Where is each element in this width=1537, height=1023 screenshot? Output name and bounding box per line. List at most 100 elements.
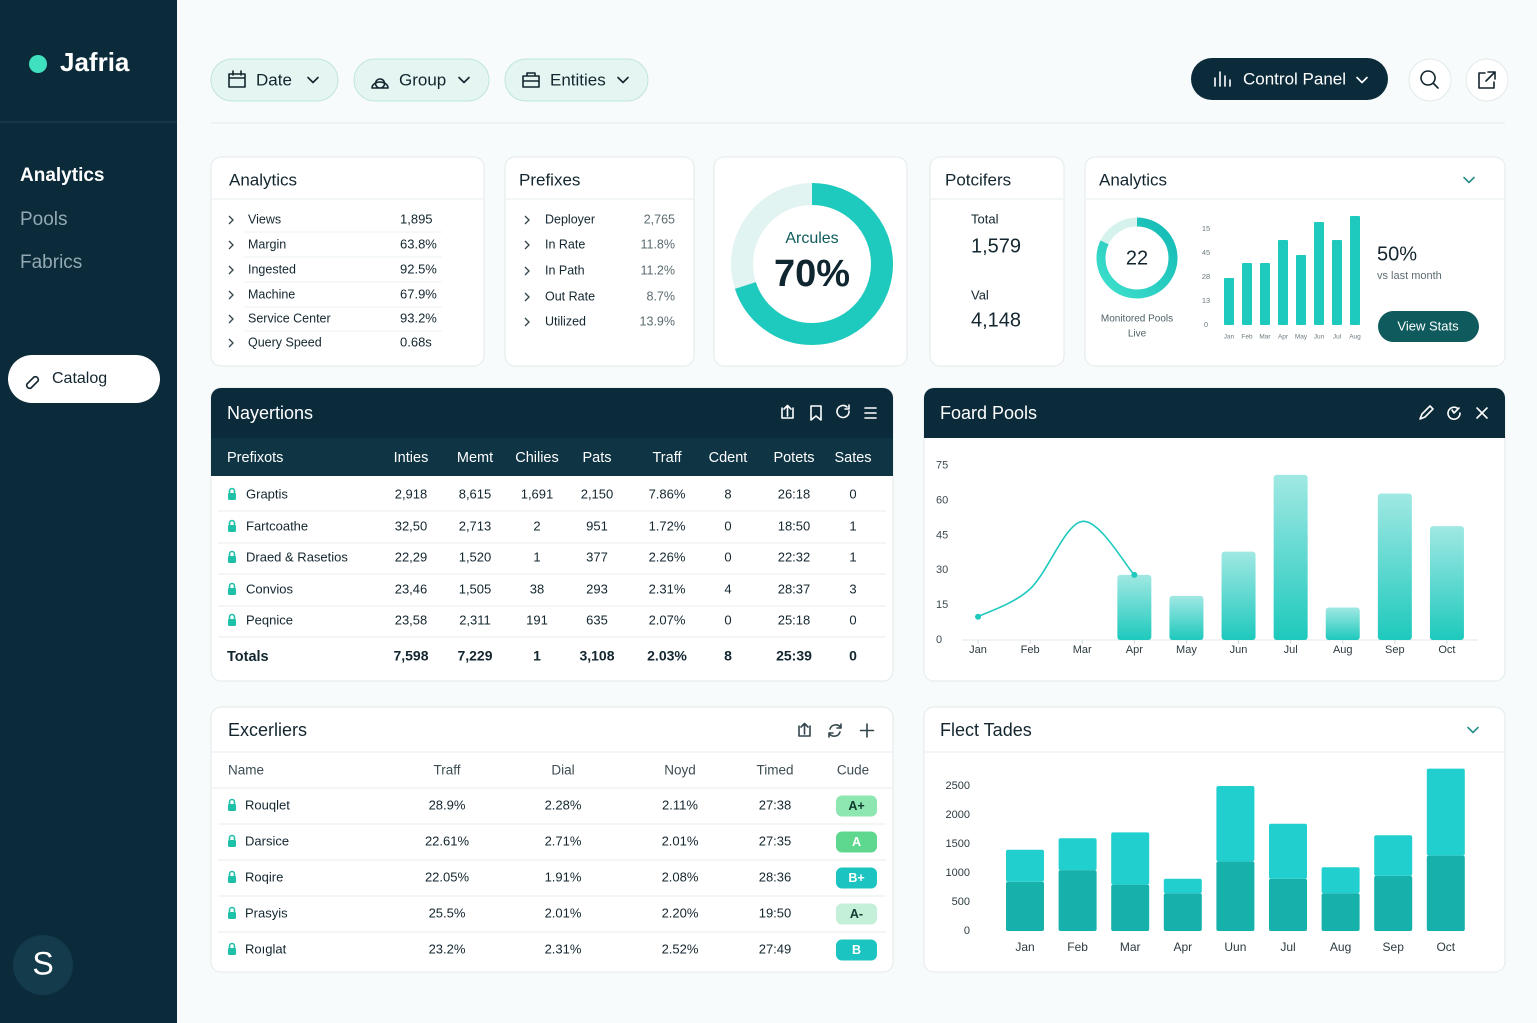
- totals-cell: 8: [724, 648, 732, 664]
- chevron-icon: [524, 240, 530, 250]
- ring-arc: [1096, 217, 1178, 299]
- bar-segment: [1111, 832, 1150, 885]
- bar-segment: [1269, 823, 1307, 879]
- filter-button[interactable]: [210, 58, 339, 102]
- table-cell: 2.52%: [662, 941, 699, 956]
- x-tick-label: Oct: [1438, 644, 1455, 656]
- x-tick-label: Jul: [1333, 334, 1342, 341]
- column-header: Pats: [582, 450, 611, 466]
- table-cell: 0: [724, 612, 731, 627]
- table-cell: 23,58: [395, 612, 428, 627]
- x-tick-label: Uun: [1224, 940, 1246, 954]
- filter-label[interactable]: Entities: [550, 70, 606, 89]
- column-header: Sates: [834, 450, 871, 466]
- view-stats-button[interactable]: [1378, 311, 1479, 342]
- chevron-icon: [524, 266, 530, 276]
- stat-value: 1,579: [971, 235, 1021, 257]
- bar: [1242, 263, 1252, 325]
- x-tick-label: Feb: [1021, 644, 1040, 656]
- bar-segment: [1006, 849, 1044, 882]
- metric-value: 92.5%: [400, 261, 437, 276]
- table-header: [211, 420, 893, 438]
- sync-icon[interactable]: [1447, 406, 1461, 420]
- table-cell: 38: [530, 581, 544, 596]
- add-icon[interactable]: [859, 723, 875, 738]
- metric-label: Margin: [248, 237, 286, 251]
- menu-icon[interactable]: [864, 407, 877, 419]
- bar: [1117, 574, 1152, 640]
- edit-icon[interactable]: [1419, 405, 1434, 420]
- search-button[interactable]: [1408, 58, 1452, 102]
- chevron-icon: [228, 265, 234, 275]
- chart-title: Flect Tades: [940, 720, 1032, 740]
- catalog-label[interactable]: Catalog: [52, 370, 107, 387]
- nav-item[interactable]: Pools: [20, 209, 68, 230]
- chevron-icon: [228, 215, 234, 225]
- view-stats-label[interactable]: View Stats: [1397, 318, 1459, 333]
- metric-label: In Path: [545, 263, 585, 277]
- table-cell: 22,29: [395, 549, 428, 564]
- table-cell: 2.26%: [649, 549, 686, 564]
- stat-label: Total: [971, 211, 999, 226]
- chevron-icon: [228, 290, 234, 300]
- metric-value: 11.2%: [640, 263, 675, 277]
- table-cell: 8,615: [459, 486, 492, 501]
- table-cell: 3: [849, 581, 856, 596]
- donut-arc: [731, 183, 893, 345]
- grade-label: A+: [848, 799, 864, 813]
- y-tick-label: 13: [1202, 296, 1210, 305]
- refresh-icon[interactable]: [836, 404, 850, 419]
- table-cell: 22:32: [778, 549, 811, 564]
- share-icon[interactable]: [781, 404, 794, 419]
- export-icon: [1478, 71, 1496, 89]
- table-cell: 4: [724, 581, 731, 596]
- lock-icon: [228, 588, 236, 595]
- totals-cell: 25:39: [776, 648, 812, 664]
- control-panel-button[interactable]: [1191, 58, 1388, 100]
- table-cell: 18:50: [778, 518, 811, 533]
- filter-button[interactable]: [504, 58, 649, 102]
- y-tick-label: 1000: [946, 867, 970, 879]
- table-cell: 951: [586, 518, 608, 533]
- card-title: Analytics: [1099, 170, 1167, 189]
- lock-icon: [228, 550, 236, 557]
- grade-label: A: [852, 835, 861, 849]
- totals-cell: 3,108: [579, 648, 614, 664]
- catalog-button[interactable]: [8, 355, 160, 403]
- chevron-icon: [307, 76, 319, 84]
- bar: [1350, 216, 1360, 325]
- sync-icon[interactable]: [828, 723, 842, 738]
- table-cell: 26:18: [778, 486, 811, 501]
- nav-item[interactable]: Fabrics: [20, 252, 82, 273]
- table-cell: 0: [724, 518, 731, 533]
- metric-label: Query Speed: [248, 335, 322, 349]
- filter-label[interactable]: Date: [256, 70, 292, 89]
- bookmark-icon[interactable]: [810, 405, 822, 421]
- x-tick-label: Jan: [1224, 334, 1235, 341]
- lock-icon: [228, 912, 236, 919]
- filter-button[interactable]: [353, 58, 490, 102]
- control-panel-label[interactable]: Control Panel: [1243, 69, 1346, 88]
- table-cell: 22.05%: [425, 869, 470, 884]
- bar-segment: [1321, 893, 1360, 931]
- table-cell: 1: [849, 549, 856, 564]
- ring-caption: Monitored Pools: [1101, 314, 1173, 325]
- nav-item[interactable]: Analytics: [20, 165, 104, 186]
- close-icon[interactable]: [1476, 407, 1488, 419]
- metric-label: Deployer: [545, 212, 595, 226]
- lock-icon: [228, 942, 236, 949]
- lock-icon: [228, 870, 236, 877]
- card-title: Nayertions: [227, 403, 313, 423]
- lock-icon: [228, 493, 236, 500]
- table-cell: Peqnice: [246, 612, 293, 627]
- table-cell: 25:18: [778, 612, 811, 627]
- bar-segment: [1163, 893, 1202, 931]
- table-cell: 2.11%: [662, 797, 698, 812]
- share-icon[interactable]: [798, 722, 811, 737]
- lock-icon: [228, 619, 236, 626]
- x-tick-label: Sep: [1385, 644, 1405, 656]
- table-cell: 27:38: [759, 797, 792, 812]
- column-header: Cdent: [709, 450, 748, 466]
- filter-label[interactable]: Group: [399, 70, 446, 89]
- avatar[interactable]: [13, 935, 73, 995]
